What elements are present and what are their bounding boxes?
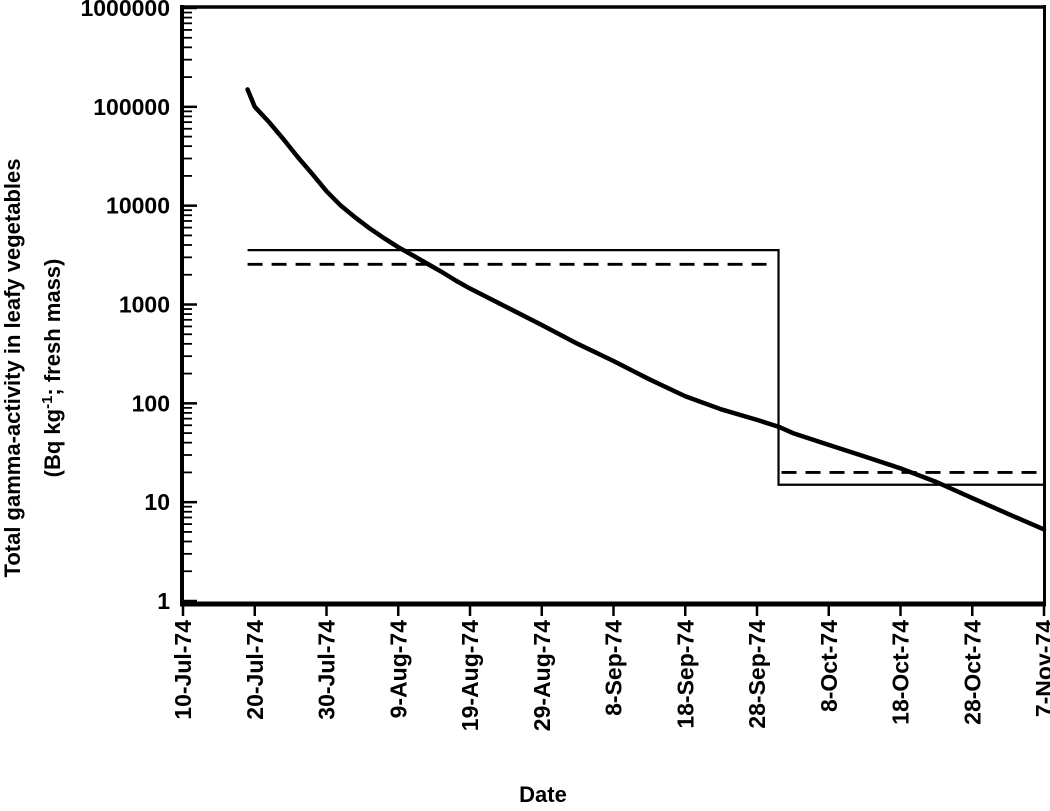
x-axis: 10-Jul-74 20-Jul-74 30-Jul-74 9-Aug-74 19-Au… xyxy=(170,606,1050,731)
y-tick-label: 100 xyxy=(132,390,170,416)
x-tick-label: 28-Oct-74 xyxy=(959,620,985,725)
x-tick-label: 19-Aug-74 xyxy=(457,620,483,731)
x-tick-label: 28-Sep-74 xyxy=(744,620,770,729)
y-tick-label: 1000 xyxy=(119,292,170,318)
plot-series xyxy=(245,87,1047,532)
x-tick-label: 7-Nov-74 xyxy=(1031,620,1050,717)
x-tick-label: 9-Aug-74 xyxy=(385,620,411,719)
x-tick-label: 10-Jul-74 xyxy=(170,620,196,720)
y-tick-label: 10 xyxy=(144,489,170,515)
total-gamma-activity-curve xyxy=(245,87,1047,532)
x-tick-label: 18-Oct-74 xyxy=(888,620,914,725)
limit-step-line-dashed xyxy=(247,262,1044,474)
y-tick-label: 1 xyxy=(157,588,170,614)
x-tick-label: 8-Oct-74 xyxy=(816,620,842,712)
x-tick-label: 29-Aug-74 xyxy=(529,620,555,731)
y-axis-title-line2: (Bq kg-1; fresh mass) xyxy=(39,259,65,478)
plot-border xyxy=(180,5,1046,607)
y-tick-label: 100000 xyxy=(93,94,170,120)
y-tick-label: 1000000 xyxy=(80,0,170,21)
x-tick-label: 18-Sep-74 xyxy=(672,620,698,729)
y-axis: 1 10 100 1000 10000 100000 1000000 xyxy=(80,0,197,614)
y-tick-label: 10000 xyxy=(106,193,170,219)
limit-step-line-solid xyxy=(247,249,1044,486)
x-tick-label: 20-Jul-74 xyxy=(242,620,268,720)
x-tick-label: 30-Jul-74 xyxy=(314,620,340,720)
y-axis-title-line1: Total gamma-activity in leafy vegetables xyxy=(0,159,25,578)
x-tick-label: 8-Sep-74 xyxy=(601,620,627,716)
axes: 1 10 100 1000 10000 100000 1000000 10-Jul-74 20-… xyxy=(80,0,1050,731)
x-axis-title: Date xyxy=(519,782,567,807)
